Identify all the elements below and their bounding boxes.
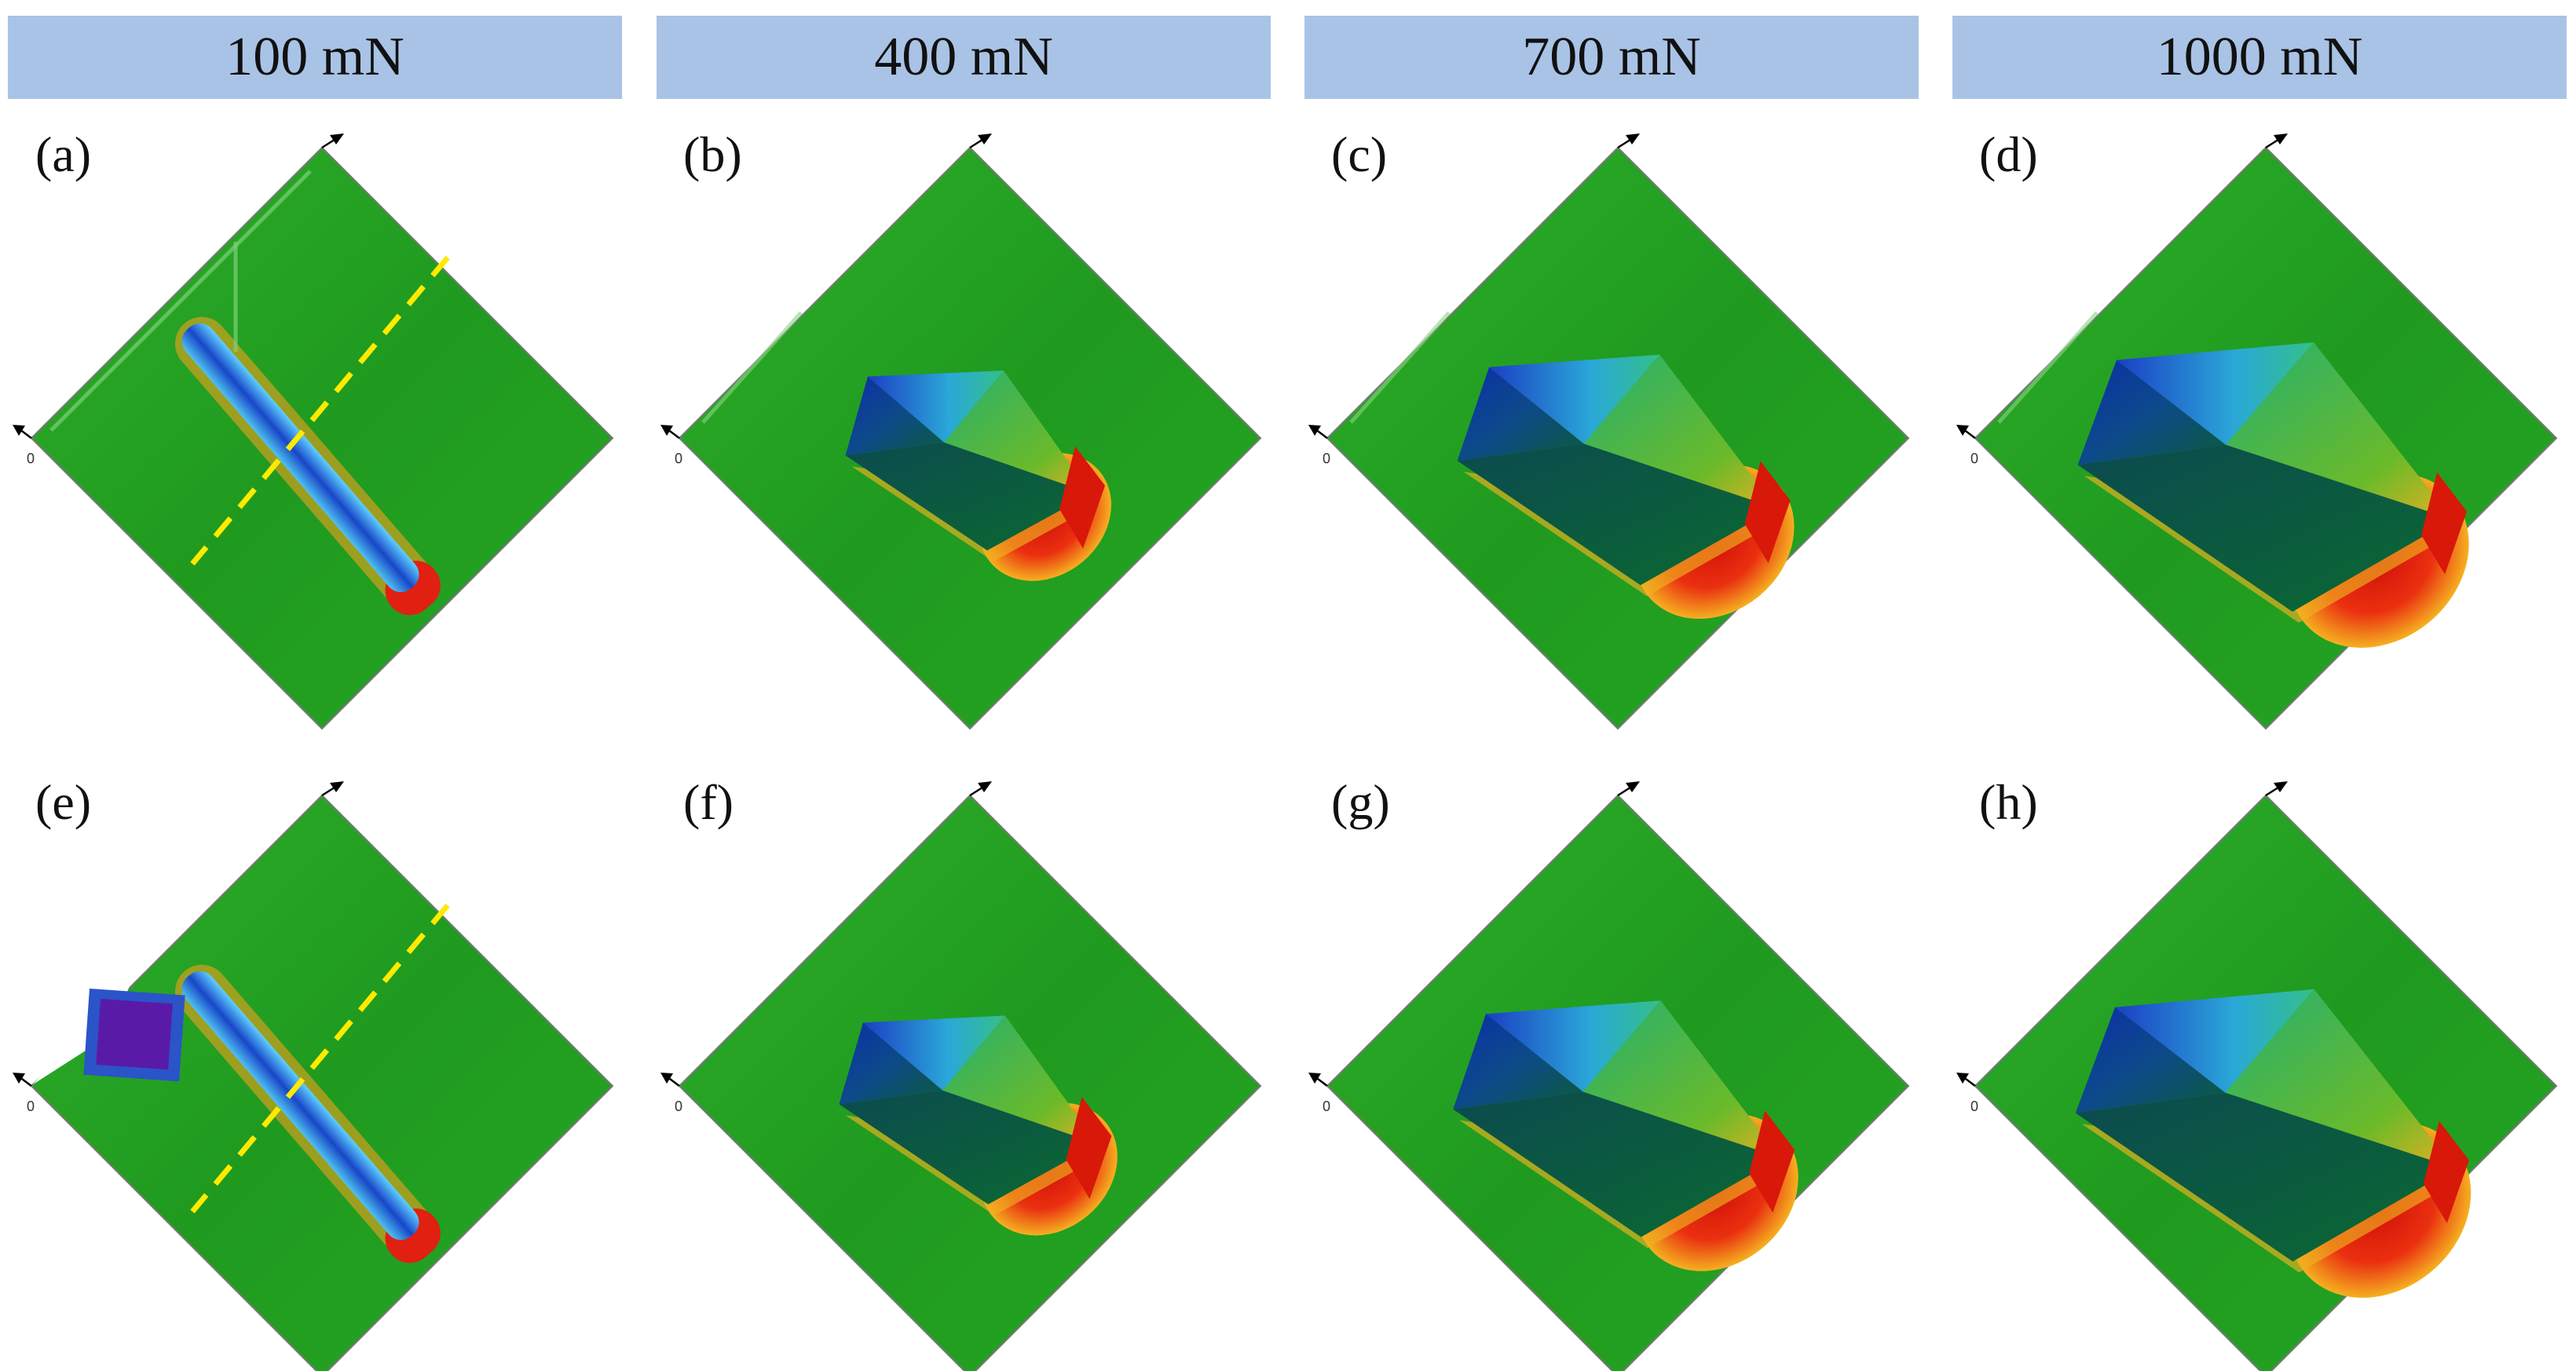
scratch-groove [174,964,441,1263]
panel-d: 0 (d) [1956,126,2558,730]
pit-red-edge [1066,1096,1112,1199]
pit-red-edge [1059,446,1105,549]
pit-red-edge [1749,1110,1795,1213]
panel-label: (f) [683,774,734,830]
pit-face-top [2117,342,2314,445]
axis-arrowhead-left [13,425,25,436]
header-100: 100 mN [8,16,622,99]
panel-e: 0 (e) [13,774,614,1371]
axis-zero-label: 0 [675,451,682,466]
axis-arrowhead-top [1626,781,1640,792]
axis-arrowhead-top [1626,133,1640,144]
edge-ridge [1997,311,2098,424]
panel-label: (b) [683,126,742,182]
groove-channel [181,323,419,593]
axis-zero-label: 0 [27,451,35,466]
profile-dashed-line [190,903,450,1214]
panel-label: (a) [35,126,91,182]
panel-b: 0 (b) [660,126,1262,730]
axis-arrowhead-top [330,133,344,144]
axis-arrowhead-top [2274,781,2288,792]
panel-label: (h) [1979,774,2038,830]
panel-label: (g) [1331,774,1390,830]
pit-face-top [868,371,1004,443]
panel-label: (d) [1979,126,2038,182]
axis-zero-label: 0 [1323,1099,1330,1114]
pit-face-left [2077,360,2226,465]
edge-ridge [701,311,803,424]
pit-face-top [863,1015,1005,1091]
axis-arrowhead-left [660,1073,673,1084]
pit-red-edge [2421,472,2467,575]
panel-a: 0 (a) [13,126,614,730]
pit-face-top [1486,1000,1661,1092]
axis-zero-label: 0 [27,1099,35,1114]
header-1000: 1000 mN [1952,16,2567,99]
pit-red-edge [2423,1121,2469,1223]
axis-arrowhead-left [1956,1073,1969,1084]
edge-ridge [49,170,312,432]
pit-face-left [845,376,944,455]
profile-dashed-line [190,255,450,566]
pit-face-left [2075,1007,2226,1113]
edge-ridge [1349,311,1451,424]
axis-arrowhead-left [660,425,673,436]
panel-g: 0 (g) [1308,774,1910,1371]
axis-arrowhead-top [978,781,992,792]
pit-face-right [2226,342,2453,520]
axis-arrowhead-top [2274,133,2288,144]
axis-arrowhead-left [1956,425,1969,436]
pit-face-right [2225,989,2455,1168]
panel-label: (e) [35,774,91,830]
pit-face-right [942,1015,1098,1144]
scratch-groove [174,316,441,616]
pit-face-right [1583,1000,1781,1158]
surface-plane [30,794,614,1371]
axis-arrowhead-top [978,133,992,144]
axis-zero-label: 0 [1970,1099,1978,1114]
pit-face-bottom [2075,1092,2455,1262]
groove-channel [181,971,419,1241]
pit-face-bottom [839,1090,1098,1205]
pit-face-bottom [1453,1091,1781,1238]
axis-arrowhead-left [1308,425,1321,436]
panel-h: 0 (h) [1956,774,2558,1371]
header-400: 400 mN [657,16,1271,99]
pit-face-right [1583,354,1776,509]
pit-face-right [944,371,1091,494]
surface-plane [30,146,614,730]
panel-c: 0 (c) [1308,126,1910,730]
pit-face-left [839,1022,943,1105]
axis-arrowhead-top [330,781,344,792]
pit-face-bottom [845,442,1091,550]
axis-zero-label: 0 [675,1099,682,1114]
axis-arrowhead-left [1308,1073,1321,1084]
pit-face-left [1457,367,1584,461]
axis-arrowhead-left [13,1073,25,1084]
pit-face-top [1489,354,1660,444]
axis-zero-label: 0 [1970,451,1978,466]
header-700: 700 mN [1304,16,1919,99]
panel-label: (c) [1331,126,1387,182]
pit-face-bottom [1457,444,1776,586]
pit-face-bottom [2077,444,2453,612]
panel-f: 0 (f) [660,774,1262,1371]
pit-face-left [1453,1014,1583,1110]
axis-zero-label: 0 [1323,451,1330,466]
square-indent [96,998,173,1070]
pit-face-top [2115,989,2314,1093]
pit-red-edge [1744,461,1791,564]
